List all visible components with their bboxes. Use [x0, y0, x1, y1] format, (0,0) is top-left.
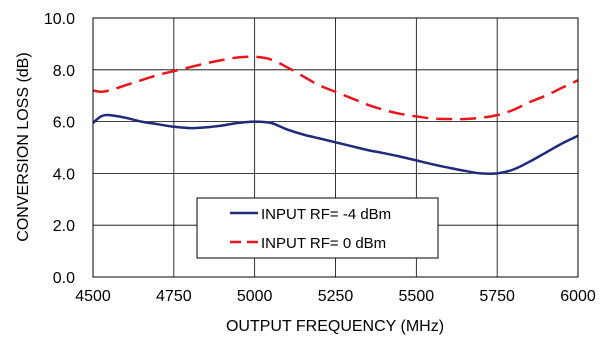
- y-tick-label: 4.0: [53, 166, 75, 183]
- plot-border: [92, 17, 579, 278]
- x-axis-title: OUTPUT FREQUENCY (MHz): [226, 318, 444, 335]
- y-tick-labels: 0.0 2.0 4.0 6.0 8.0 10.0: [44, 11, 75, 287]
- x-tick-label: 5250: [318, 288, 354, 305]
- x-tick-label: 4500: [75, 288, 111, 305]
- y-tick-label: 6.0: [53, 115, 75, 132]
- y-tick-label: 0.0: [53, 270, 75, 287]
- series-layer: [92, 55, 579, 176]
- x-tick-label: 6000: [560, 288, 596, 305]
- series-line-rf-0: [92, 55, 579, 121]
- legend-label-rf-0: INPUT RF= 0 dBm: [261, 235, 386, 252]
- legend-label-rf-minus4: INPUT RF= -4 dBm: [261, 206, 391, 223]
- x-tick-labels: 4500 4750 5000 5250 5500 5750 6000: [75, 288, 596, 305]
- x-tick-label: 5000: [237, 288, 273, 305]
- x-tick-label: 5750: [479, 288, 515, 305]
- x-tick-label: 5500: [399, 288, 435, 305]
- legend-box: [196, 197, 439, 259]
- y-tick-label: 2.0: [53, 218, 75, 235]
- y-tick-label: 10.0: [44, 11, 75, 28]
- y-tick-label: 8.0: [53, 63, 75, 80]
- legend: INPUT RF= -4 dBm INPUT RF= 0 dBm: [196, 197, 439, 259]
- x-tick-label: 4750: [156, 288, 192, 305]
- series-line-rf-minus4: [92, 113, 579, 176]
- y-axis-title: CONVERSION LOSS (dB): [15, 52, 32, 241]
